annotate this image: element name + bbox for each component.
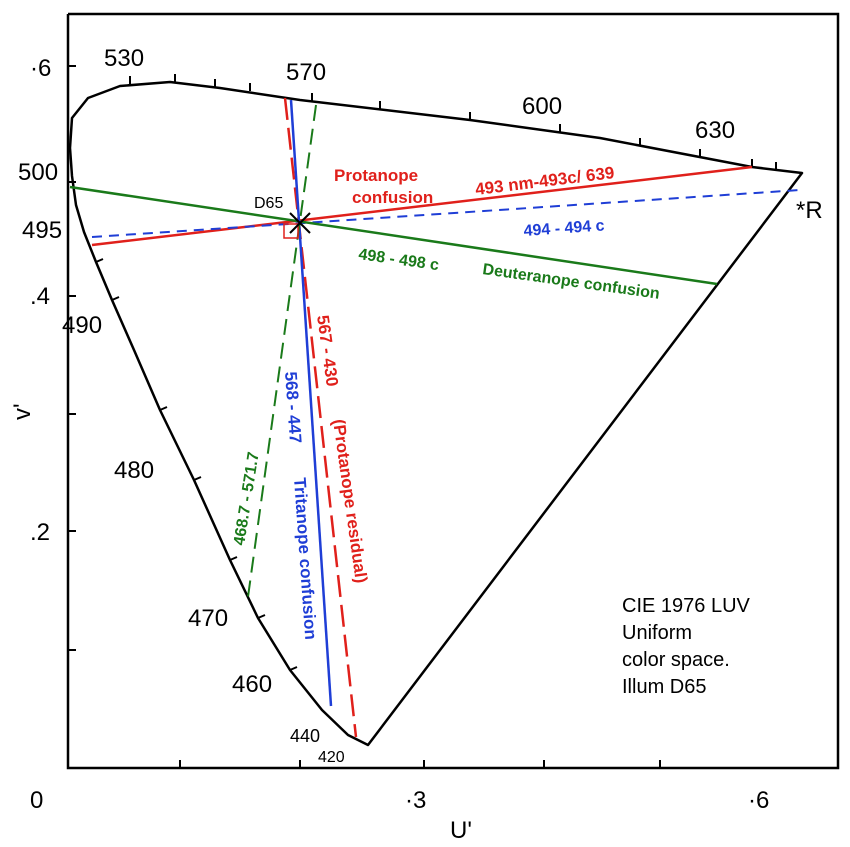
protanope-title-1: Protanope bbox=[334, 166, 418, 185]
tritanope-pair-label: 568 - 447 bbox=[281, 371, 305, 444]
wl-470: 470 bbox=[188, 605, 228, 632]
wl-420: 420 bbox=[318, 749, 345, 766]
protanope-title-2: confusion bbox=[352, 188, 433, 207]
caption-line-1: CIE 1976 LUV bbox=[622, 595, 751, 617]
protanope-residual-label: 567 - 430 bbox=[313, 314, 342, 388]
axis-ticks bbox=[67, 65, 661, 768]
spectral-locus bbox=[68, 80, 804, 747]
v-tick-04: .4 bbox=[30, 283, 50, 310]
u-tick-03: ·3 bbox=[405, 787, 426, 814]
deuteranope-pair-label: 498 - 498 c bbox=[357, 246, 440, 274]
d65-label: D65 bbox=[254, 195, 283, 212]
wl-570: 570 bbox=[286, 59, 326, 86]
d65-marker bbox=[283, 212, 311, 239]
protanope-confusion-line bbox=[91, 165, 753, 247]
wl-630: 630 bbox=[695, 117, 735, 144]
wl-490: 490 bbox=[62, 312, 102, 339]
tritanope-title: Tritanope confusion bbox=[290, 477, 320, 640]
wl-440: 440 bbox=[290, 726, 320, 746]
u-axis-label: U' bbox=[450, 817, 472, 844]
wl-460: 460 bbox=[232, 671, 272, 698]
wl-500: 500 bbox=[18, 159, 58, 186]
tritan-blue-dashed-line bbox=[91, 189, 801, 238]
wl-480: 480 bbox=[114, 457, 154, 484]
wl-495: 495 bbox=[22, 217, 62, 244]
red-point-label: *R bbox=[796, 197, 823, 224]
origin-label: 0 bbox=[30, 787, 43, 814]
locus-ticks bbox=[95, 74, 777, 671]
wl-600: 600 bbox=[522, 93, 562, 120]
tritanope-confusion-line bbox=[289, 99, 333, 707]
caption-line-4: Illum D65 bbox=[622, 676, 706, 698]
deuteranope-confusion-line bbox=[69, 185, 718, 286]
green-dashed-line bbox=[246, 104, 317, 605]
deuteranope-title: Deuteranope confusion bbox=[481, 261, 660, 303]
v-tick-06: ·6 bbox=[30, 55, 51, 82]
v-axis-label: v' bbox=[9, 403, 36, 420]
wl-530: 530 bbox=[104, 45, 144, 72]
plot-frame bbox=[66, 12, 840, 770]
protanope-pair-label: 493 nm-493c/ 639 bbox=[474, 163, 615, 199]
green-dashed-label: 468.7 - 571.7 bbox=[231, 451, 263, 547]
caption-line-2: Uniform bbox=[622, 622, 692, 644]
blue-dashed-label: 494 - 494 c bbox=[523, 217, 605, 240]
u-tick-06: ·6 bbox=[748, 787, 769, 814]
v-tick-02: .2 bbox=[30, 519, 50, 546]
caption-line-3: color space. bbox=[622, 649, 730, 671]
